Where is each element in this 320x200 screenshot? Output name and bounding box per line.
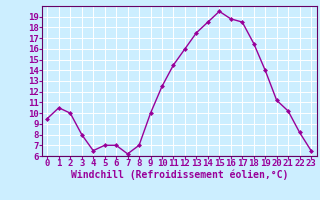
X-axis label: Windchill (Refroidissement éolien,°C): Windchill (Refroidissement éolien,°C) (70, 169, 288, 180)
